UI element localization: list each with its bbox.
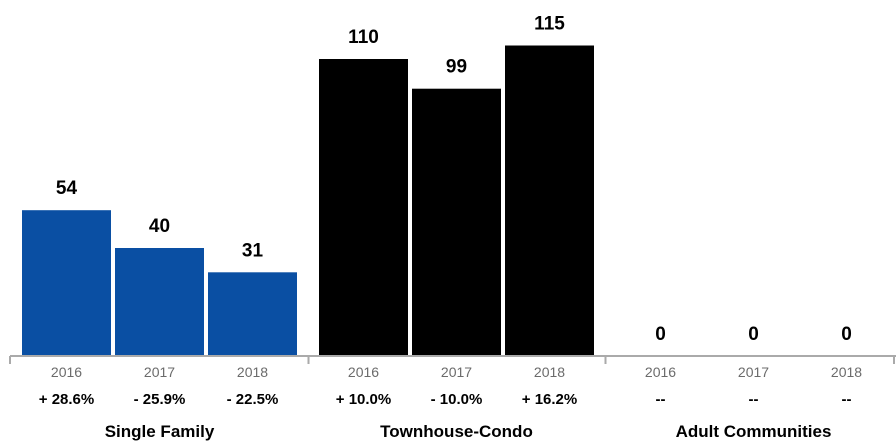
bar — [505, 45, 594, 356]
x-tick-label: 2018 — [237, 364, 268, 380]
percent-change-label: -- — [842, 391, 852, 408]
percent-change-label: -- — [749, 391, 759, 408]
x-tick-label: 2017 — [441, 364, 472, 380]
value-label: 54 — [56, 178, 78, 199]
category-label: Single Family — [105, 422, 215, 441]
percent-change-label: + 10.0% — [336, 391, 391, 408]
bar — [319, 59, 408, 356]
x-tick-label: 2017 — [738, 364, 769, 380]
bar — [115, 248, 204, 356]
x-tick-label: 2016 — [645, 364, 676, 380]
x-tick-label: 2017 — [144, 364, 175, 380]
bar — [22, 210, 111, 356]
percent-change-label: -- — [656, 391, 666, 408]
value-label: 115 — [534, 14, 565, 35]
x-tick-label: 2016 — [51, 364, 82, 380]
value-label: 110 — [348, 27, 379, 48]
value-label: 99 — [446, 57, 467, 78]
percent-change-label: - 10.0% — [431, 391, 483, 408]
value-label: 0 — [748, 324, 759, 345]
bar — [412, 88, 501, 356]
percent-change-label: + 28.6% — [39, 391, 94, 408]
percent-change-label: - 22.5% — [227, 391, 279, 408]
percent-change-label: + 16.2% — [522, 391, 577, 408]
bar — [208, 272, 297, 356]
category-label: Adult Communities — [676, 422, 832, 441]
value-label: 40 — [149, 216, 170, 237]
value-label: 0 — [655, 324, 666, 345]
value-label: 31 — [242, 240, 264, 261]
x-tick-label: 2018 — [534, 364, 565, 380]
x-tick-label: 2016 — [348, 364, 379, 380]
percent-change-label: - 25.9% — [134, 391, 186, 408]
value-label: 0 — [841, 324, 852, 345]
category-label: Townhouse-Condo — [380, 422, 533, 441]
x-tick-label: 2018 — [831, 364, 862, 380]
